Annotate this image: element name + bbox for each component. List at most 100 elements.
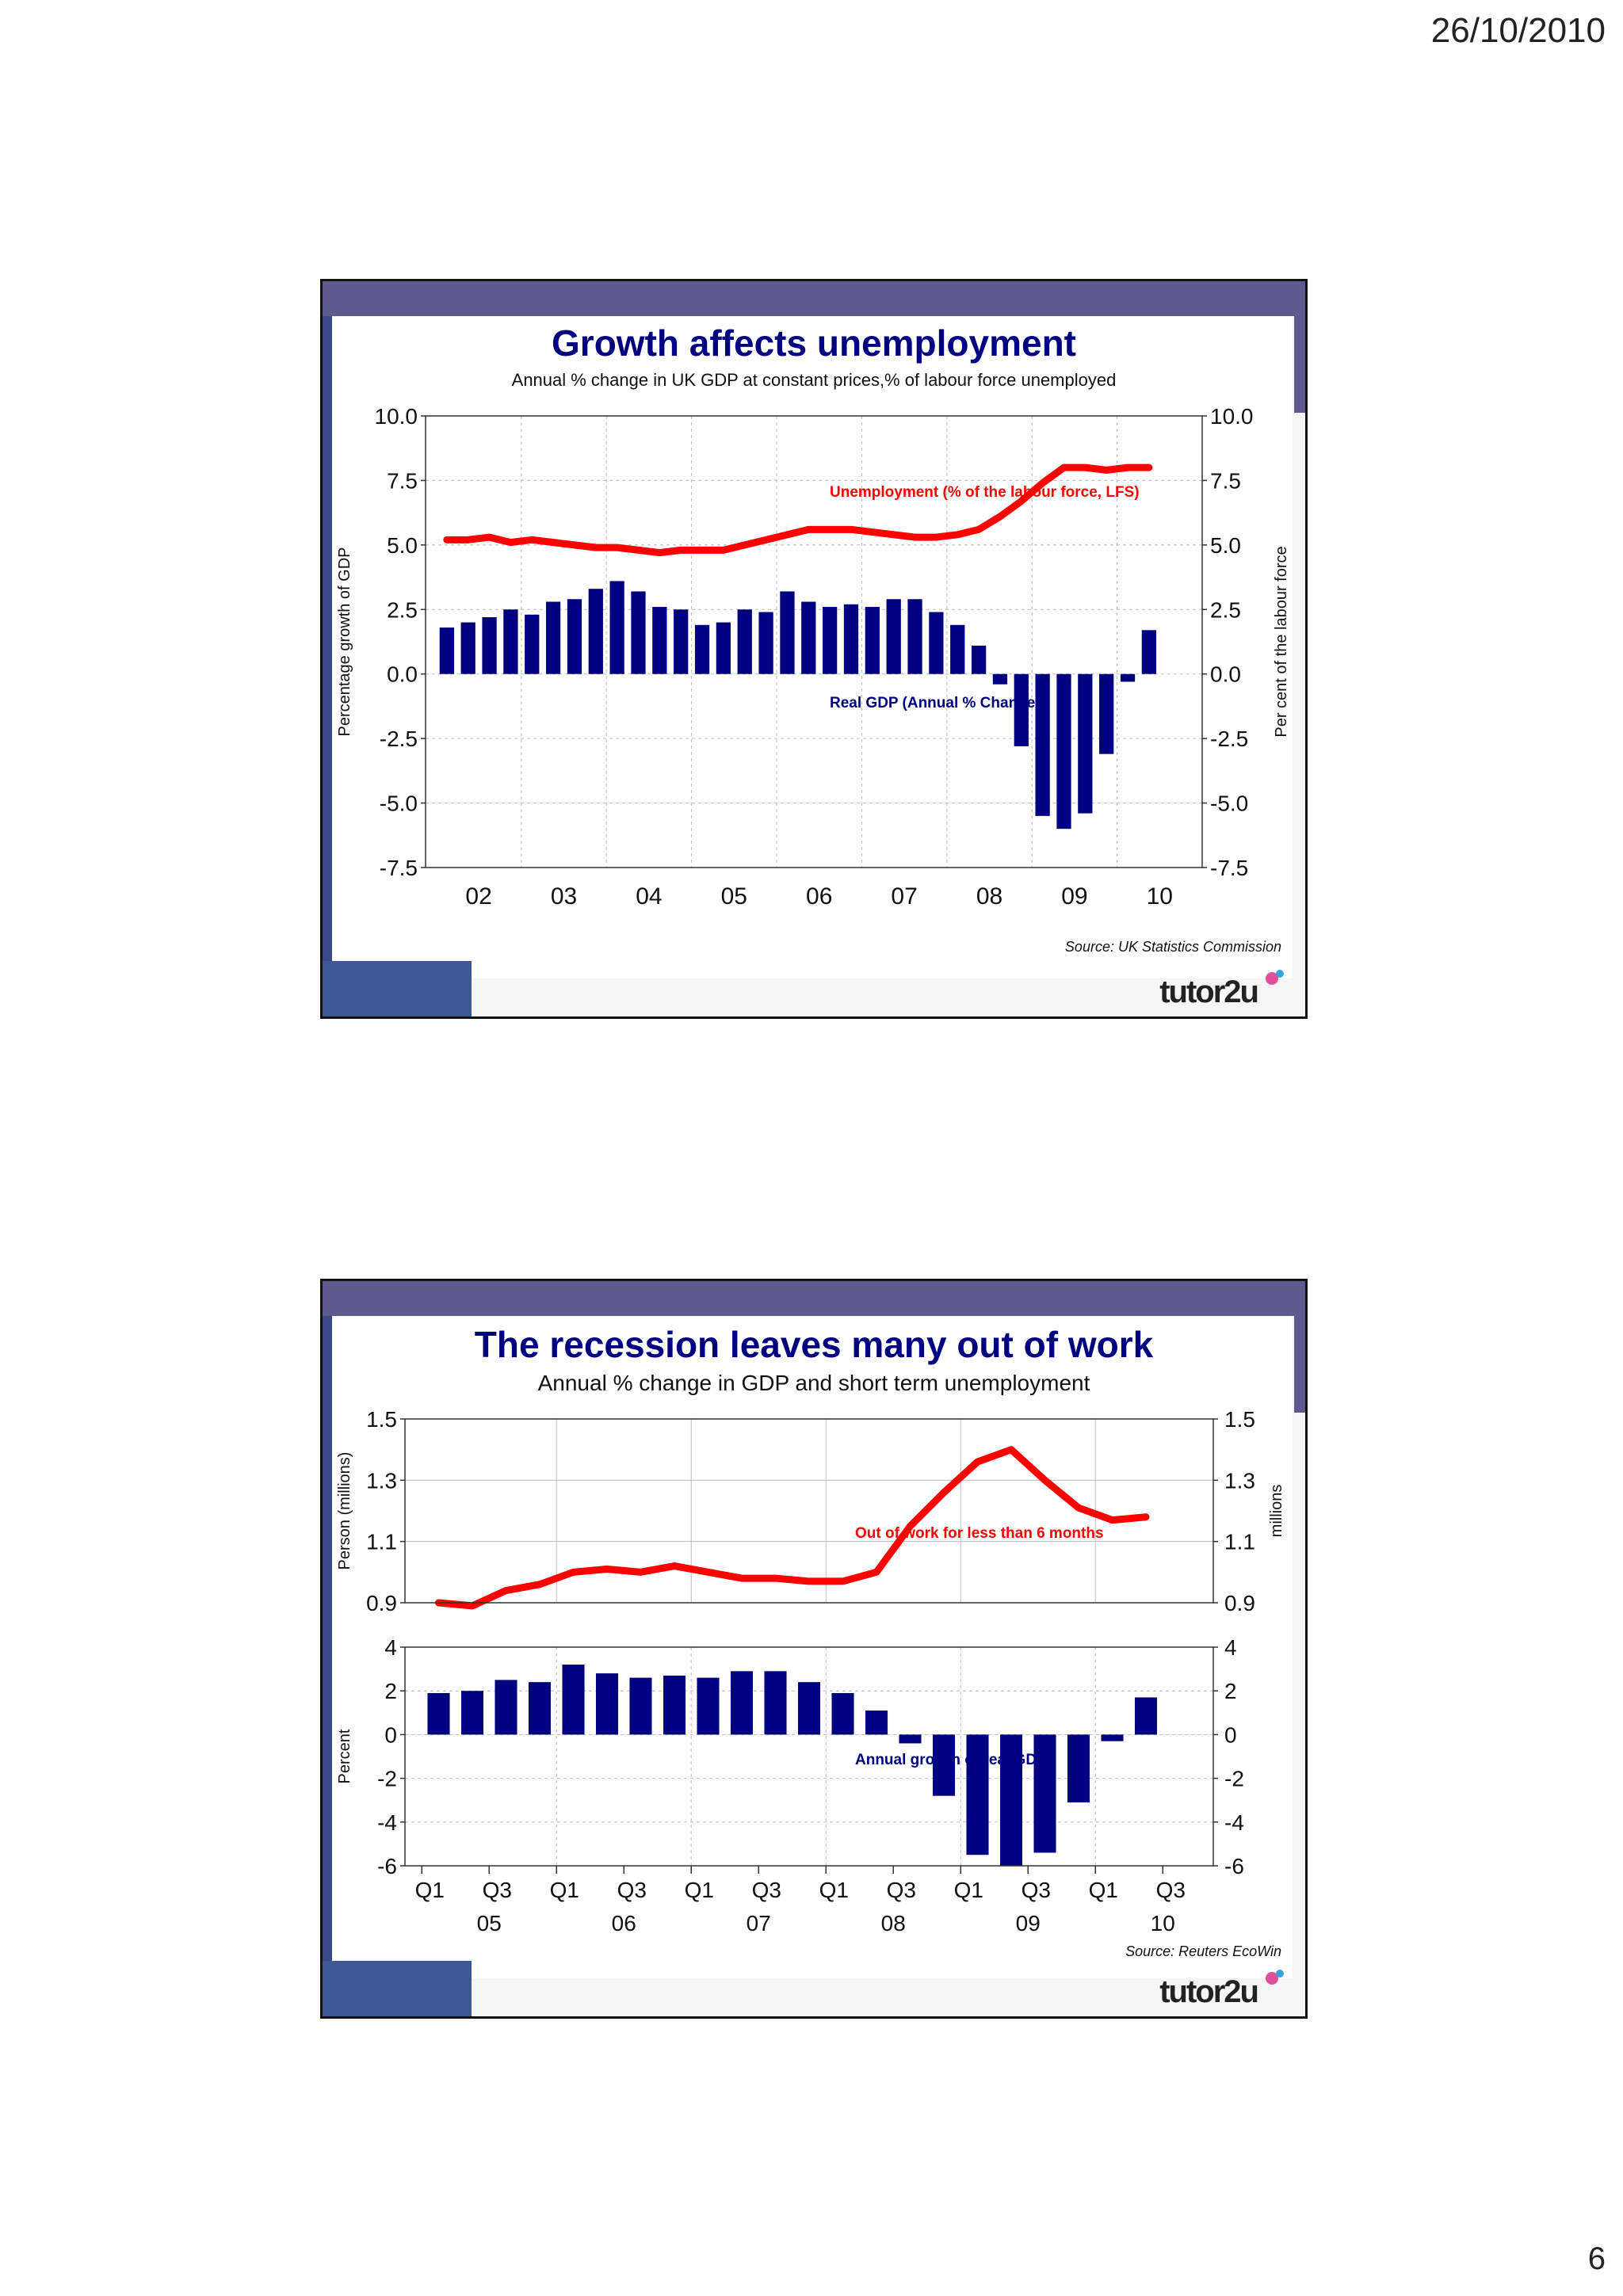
gdp-bar [831,1692,854,1735]
x-tick-label: Q1 [685,1878,714,1902]
y-tick-right: -2.5 [1210,727,1248,751]
gdp-bar [482,617,497,674]
x-year-label: 08 [881,1911,906,1936]
y-tick-right: 1.3 [1224,1468,1255,1493]
gdp-bar [950,624,965,674]
x-tick-label: 10 [1147,883,1173,910]
gdp-bar [899,1734,922,1744]
x-tick-label: 03 [551,883,577,910]
gdp-bar [716,622,731,674]
gdp-bar [992,673,1008,685]
gdp-bar [525,614,540,674]
x-tick-label: Q3 [483,1878,512,1902]
x-tick-label: Q1 [550,1878,579,1902]
slide-growth-unemployment: Growth affects unemployment Annual % cha… [320,279,1308,1019]
x-year-label: 09 [1016,1911,1041,1936]
y-axis-title-left: Percentage growth of GDP [336,547,353,736]
slide-subtitle: Annual % change in UK GDP at constant pr… [512,370,1117,390]
y-tick-right: 10.0 [1210,404,1254,429]
y-axis-title-right: Per cent of the labour force [1273,546,1290,737]
slide-title: The recession leaves many out of work [475,1324,1154,1365]
logo-dot-icon [1276,970,1284,978]
y-tick-left: 7.5 [387,468,418,493]
gdp-bar [966,1734,989,1855]
gdp-bar [1101,1734,1124,1741]
unemployment-line [443,463,1153,557]
x-tick-label: 08 [976,883,1002,910]
x-year-label: 05 [477,1911,502,1936]
gdp-bar [1033,1734,1056,1853]
gdp-bar [495,1680,517,1735]
gdp-bar [929,612,944,674]
gdp-bar [652,607,667,674]
y-tick-left: 10.0 [375,404,418,429]
y-tick-right: 2 [1224,1679,1237,1703]
gdp-bar [801,601,816,674]
y-axis-title-right: millions [1268,1485,1285,1538]
gdp-bar [932,1734,956,1796]
line-series-label: Out of work for less than 6 months [855,1525,1104,1542]
x-tick-label: 06 [806,883,832,910]
x-tick-label: Q3 [752,1878,781,1902]
left-edge-decoration [323,1316,332,2016]
gdp-bar [865,607,880,674]
x-year-label: 06 [612,1911,636,1936]
bottom-left-decoration [323,961,472,1016]
logo-text: tutor2u [1159,1974,1258,2009]
y-tick-left: 1.5 [366,1407,397,1432]
y-tick-right: -7.5 [1210,856,1248,880]
logo-mark-icon [1266,1972,1278,1985]
gdp-bar [629,1677,652,1735]
y-tick-left: 0.9 [366,1591,397,1615]
x-tick-label: 09 [1061,883,1087,910]
logo-dot-icon [1276,1970,1284,1978]
gdp-bar [1056,673,1071,830]
x-tick-label: 07 [891,883,917,910]
gdp-bar [460,622,475,674]
y-tick-left: -7.5 [380,856,418,880]
gdp-bar [631,591,646,674]
y-tick-right: -2 [1224,1767,1244,1791]
gdp-bar [1120,673,1136,682]
gdp-bar [971,645,987,674]
bottom-left-decoration [323,1961,472,2016]
chart-recession-out-of-work: The recession leaves many out of work An… [323,1281,1305,2016]
tutor2u-logo: tutor2u [1159,970,1284,1009]
logo-text: tutor2u [1159,974,1258,1009]
gdp-bar [1067,1734,1090,1802]
x-tick-label: 02 [465,883,491,910]
page-number: 6 [1587,2241,1606,2276]
gdp-bar [843,604,859,674]
plot-area: 1.5 1.5 1.3 1.3 1.1 1.1 0.9 0.9 Person (millions… [336,1407,1285,1936]
gdp-bar [1035,673,1050,816]
gdp-bar [595,1673,619,1735]
y-tick-right: -5.0 [1210,791,1248,816]
y-tick-right: 0.9 [1224,1591,1255,1615]
y-tick-left: 2 [384,1679,397,1703]
left-edge-decoration [323,316,332,1016]
slide-recession-out-of-work: The recession leaves many out of work An… [320,1279,1308,2019]
logo-mark-icon [1266,972,1278,985]
slide-subtitle: Annual % change in GDP and short term un… [538,1371,1090,1395]
gdp-bar [697,1677,720,1735]
tutor2u-logo: tutor2u [1159,1970,1284,2009]
y-tick-right: 7.5 [1210,468,1241,493]
slide-title: Growth affects unemployment [552,322,1076,364]
y-axis-title-left: Person (millions) [336,1452,353,1570]
y-axis-title-left: Percent [336,1729,353,1783]
y-tick-right: 0.0 [1210,662,1241,687]
gdp-bar [439,627,454,674]
y-tick-left: -5.0 [380,791,418,816]
gdp-bar [460,1691,484,1735]
x-tick-label: Q1 [415,1878,445,1902]
x-year-label: 07 [747,1911,771,1936]
gdp-bar [545,601,561,674]
source-note: Source: UK Statistics Commission [1065,939,1281,955]
gdp-bar [562,1665,585,1735]
gdp-bar [1014,673,1029,746]
y-tick-left: 5.0 [387,533,418,558]
gdp-bar [999,1734,1023,1866]
short-term-unemployment-line [435,1446,1150,1610]
y-tick-right: -4 [1224,1810,1244,1835]
y-tick-left: -2 [377,1767,397,1791]
